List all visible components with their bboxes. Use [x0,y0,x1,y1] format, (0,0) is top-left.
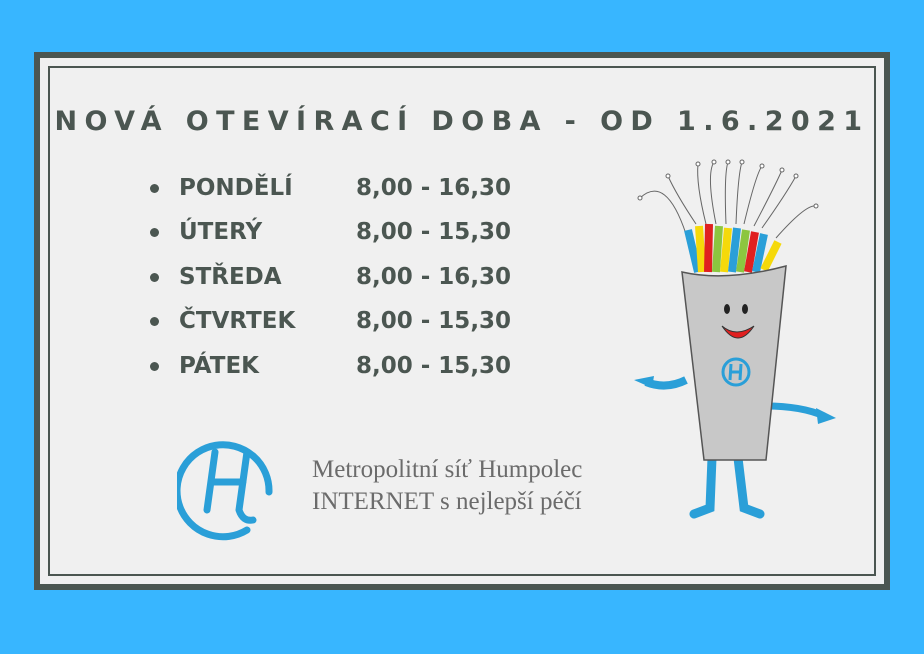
tagline-line2: INTERNET s nejlepší péčí [312,488,582,515]
day-label: PÁTEK [179,353,259,379]
day-label: ÚTERÝ [179,219,263,245]
bullet [150,361,159,371]
bullet [150,227,159,237]
hours-row: PONDĚLÍ 8,00 - 16,30 [150,168,511,208]
hours-row: STŘEDA 8,00 - 16,30 [150,257,511,297]
bullet [150,316,159,326]
inner-border [48,66,876,576]
day-label: STŘEDA [179,264,282,290]
bullet [150,272,159,282]
humpolec-logo-icon [177,441,273,541]
bullet [150,183,159,193]
poster-frame: NOVÁ OTEVÍRACÍ DOBA - OD 1.6.2021 PONDĚL… [34,52,890,590]
tagline-line1: Metropolitní síť Humpolec [312,456,583,483]
day-label: ČTVRTEK [179,308,296,334]
poster-title: NOVÁ OTEVÍRACÍ DOBA - OD 1.6.2021 [54,106,870,137]
hours-row: ÚTERÝ 8,00 - 15,30 [150,212,511,252]
hours-value: 8,00 - 16,30 [356,175,512,201]
hours-value: 8,00 - 15,30 [356,353,512,379]
hours-value: 8,00 - 16,30 [356,264,512,290]
tagline: Metropolitní síť Humpolec INTERNET s nej… [312,454,582,518]
day-label: PONDĚLÍ [179,175,293,201]
hours-value: 8,00 - 15,30 [356,308,512,334]
hours-row: ČTVRTEK 8,00 - 15,30 [150,301,511,341]
cable-mascot-icon [634,159,836,519]
hours-value: 8,00 - 15,30 [356,219,512,245]
hours-row: PÁTEK 8,00 - 15,30 [150,346,511,386]
